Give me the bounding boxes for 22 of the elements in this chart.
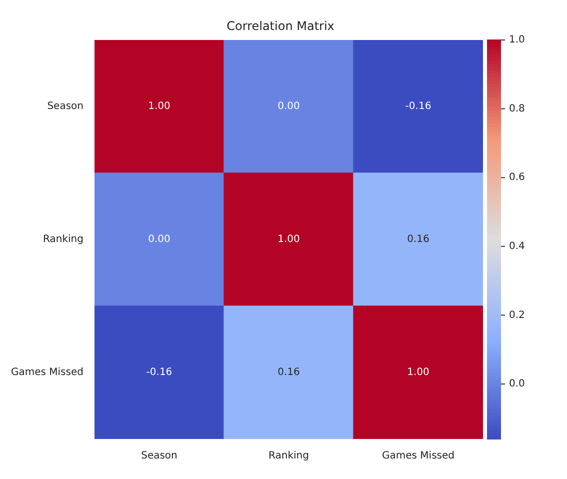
x-tick-label: Season [141,450,178,462]
y-tick-label: Games Missed [10,367,84,378]
data-label: -0.16 [146,367,172,378]
color-bar-label: 0.4 [509,240,525,252]
data-label: 1.00 [278,234,300,246]
data-label: 1.00 [407,367,430,378]
x-tick-label: Ranking [268,450,309,462]
color-bar-label: 0.0 [509,378,525,390]
data-label: 1.00 [148,101,170,112]
data-label: 0.16 [407,234,430,246]
data-label: -0.16 [405,101,432,112]
x-tick-label: Games Missed [382,450,454,462]
color-bar-label: 0.8 [509,103,525,114]
y-tick-label: Ranking [43,234,84,246]
data-label: 0.00 [148,234,170,246]
color-bar-label: 1.0 [509,34,525,46]
data-label: 0.00 [278,101,300,112]
color-bar-label: 0.6 [509,172,525,184]
color-bar-label: 0.2 [509,310,525,321]
data-label: 0.16 [278,367,300,378]
y-tick-label: Season [47,101,84,112]
chart-title: Correlation Matrix [226,18,334,33]
